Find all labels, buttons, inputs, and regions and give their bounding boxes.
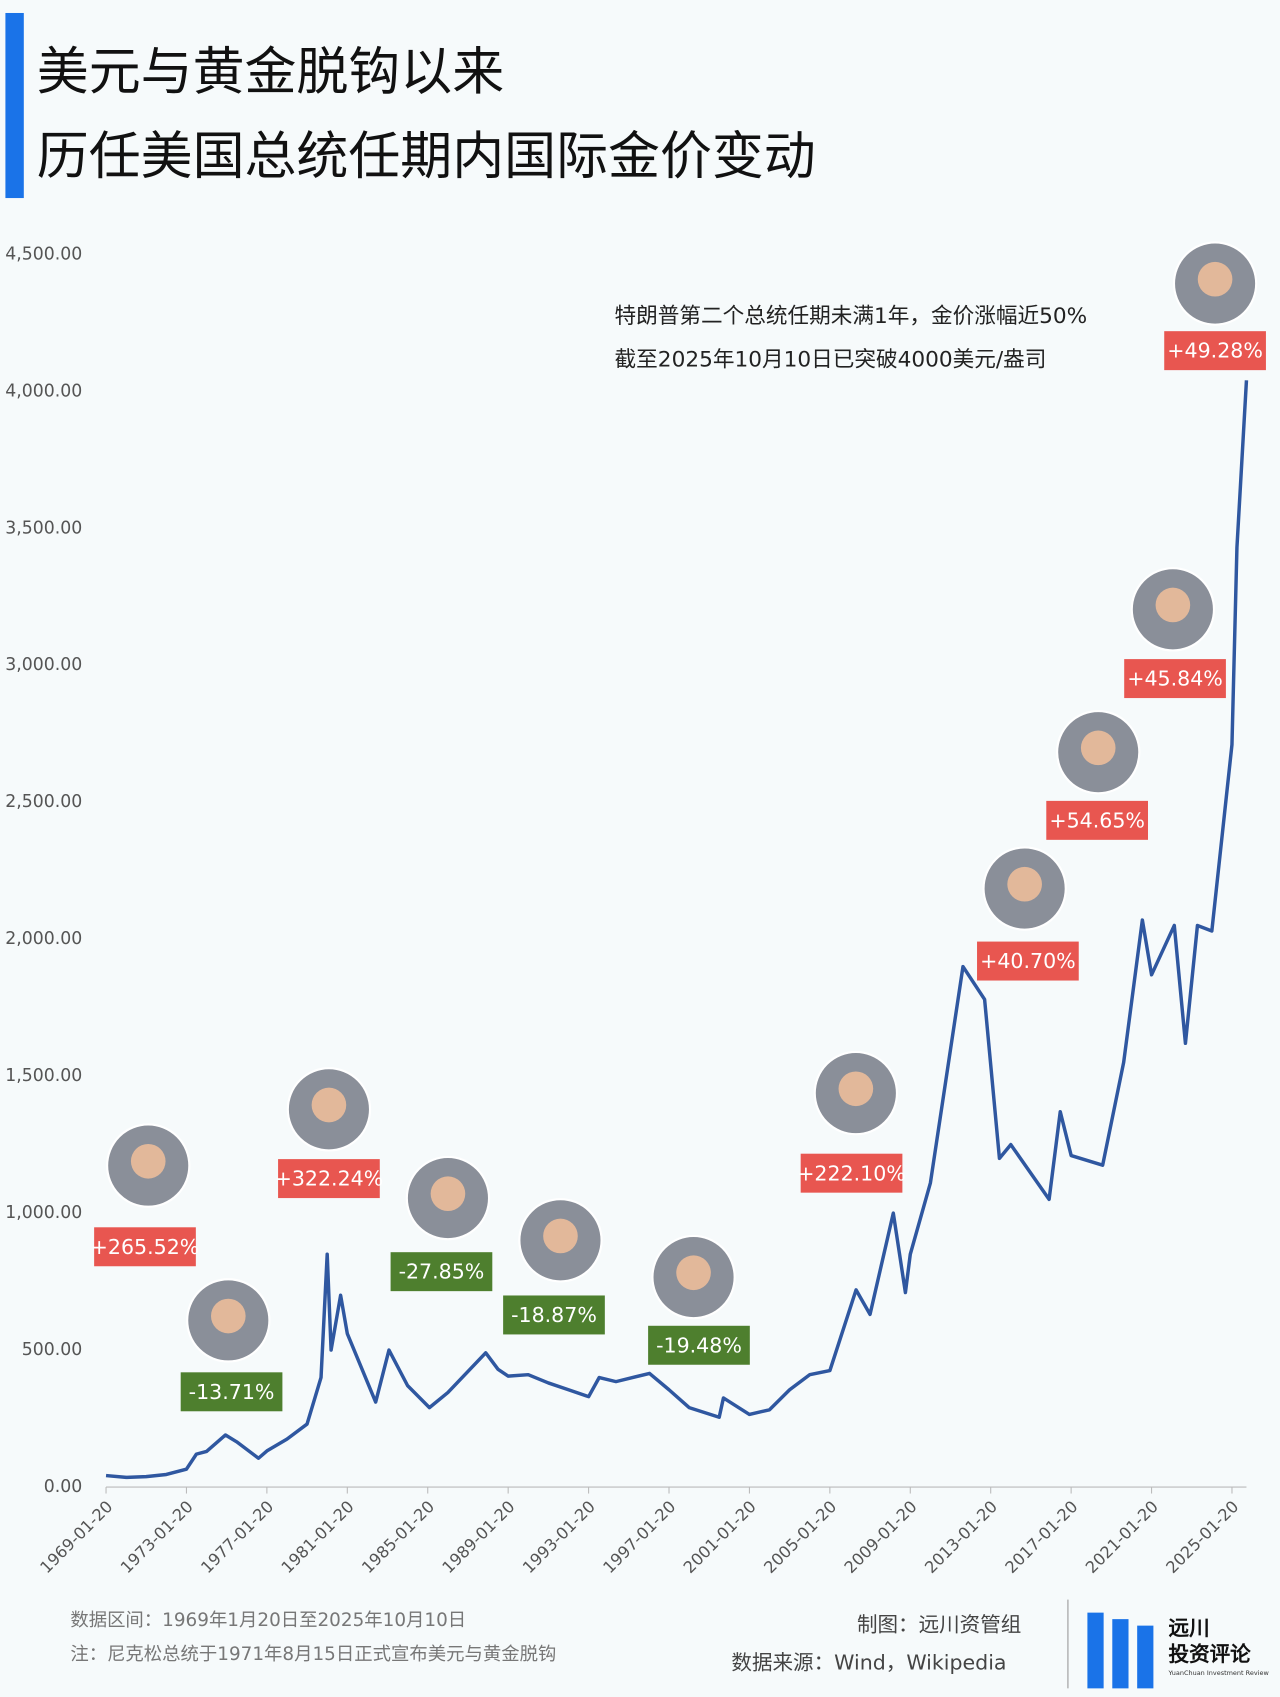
portrait-face bbox=[210, 1298, 246, 1334]
y-tick-label: 0.00 bbox=[44, 1477, 83, 1497]
portrait-face bbox=[1007, 866, 1042, 902]
change-label-box bbox=[390, 1252, 493, 1292]
change-label-box bbox=[648, 1325, 750, 1365]
change-label-box bbox=[180, 1372, 283, 1412]
change-label: -13.71% bbox=[189, 1380, 275, 1404]
y-tick-label: 2,500.00 bbox=[5, 792, 82, 812]
y-tick-label: 3,000.00 bbox=[5, 655, 82, 675]
change-label: -18.87% bbox=[511, 1303, 597, 1327]
change-label-box bbox=[1046, 800, 1148, 840]
y-tick-label: 4,000.00 bbox=[5, 381, 82, 401]
portrait-face bbox=[430, 1176, 466, 1212]
note: 注：尼克松总统于1971年8月15日正式宣布美元与黄金脱钩 bbox=[70, 1644, 556, 1665]
title-bar bbox=[5, 12, 24, 199]
change-label-box bbox=[94, 1227, 196, 1267]
logo-text: 远川 bbox=[1169, 1616, 1210, 1640]
change-label: +54.65% bbox=[1049, 808, 1145, 832]
y-tick-label: 3,500.00 bbox=[5, 518, 82, 538]
change-label: +40.70% bbox=[980, 949, 1076, 973]
title: 美元与黄金脱钩以来 bbox=[37, 43, 504, 103]
annotation: 特朗普第二个总统任期未满1年，金价涨幅近50% bbox=[615, 304, 1088, 329]
change-label: +45.84% bbox=[1127, 667, 1223, 691]
portrait-face bbox=[311, 1087, 347, 1123]
y-tick-label: 1,000.00 bbox=[5, 1203, 82, 1223]
note: 数据区间：1969年1月20日至2025年10月10日 bbox=[70, 1610, 466, 1631]
change-label: +265.52% bbox=[91, 1235, 200, 1259]
change-label: +222.10% bbox=[797, 1161, 906, 1185]
logo-sub: YuanChuan Investment Review bbox=[1168, 1669, 1270, 1677]
source: 数据来源：Wind，Wikipedia bbox=[731, 1650, 1006, 1674]
portrait-face bbox=[1197, 261, 1233, 297]
change-label-box bbox=[503, 1295, 605, 1335]
portrait-face bbox=[1155, 587, 1191, 623]
change-label-box bbox=[800, 1153, 903, 1193]
portrait-face bbox=[838, 1071, 874, 1107]
change-label-box bbox=[1124, 659, 1226, 699]
credit: 制图：远川资管组 bbox=[857, 1613, 1021, 1637]
portrait-face bbox=[543, 1218, 578, 1254]
y-tick-label: 1,500.00 bbox=[5, 1066, 82, 1086]
logo-text: 投资评论 bbox=[1169, 1642, 1252, 1666]
logo: 远川 投资评论 YuanChuan Investment Review bbox=[1087, 1612, 1270, 1689]
change-label: -27.85% bbox=[399, 1260, 485, 1284]
y-tick-label: 4,500.00 bbox=[5, 244, 82, 264]
y-tick-label: 2,000.00 bbox=[5, 929, 82, 949]
portrait-face bbox=[130, 1143, 166, 1179]
annotation: 截至2025年10月10日已突破4000美元/盎司 bbox=[615, 347, 1047, 372]
change-label-box bbox=[1164, 331, 1266, 371]
change-label-box bbox=[278, 1159, 380, 1199]
logo-bar bbox=[1137, 1625, 1154, 1689]
portrait-face bbox=[676, 1255, 711, 1291]
y-tick-label: 500.00 bbox=[22, 1340, 83, 1360]
price-line bbox=[105, 380, 1249, 1480]
change-label: -19.48% bbox=[656, 1333, 742, 1357]
logo-bar bbox=[1112, 1619, 1129, 1689]
logo-bar bbox=[1087, 1612, 1104, 1689]
change-label: +49.28% bbox=[1167, 339, 1263, 363]
change-label: +322.24% bbox=[275, 1167, 384, 1191]
portrait-face bbox=[1080, 730, 1116, 766]
title: 历任美国总统任期内国际金价变动 bbox=[37, 127, 816, 187]
change-label-box bbox=[977, 941, 1079, 981]
